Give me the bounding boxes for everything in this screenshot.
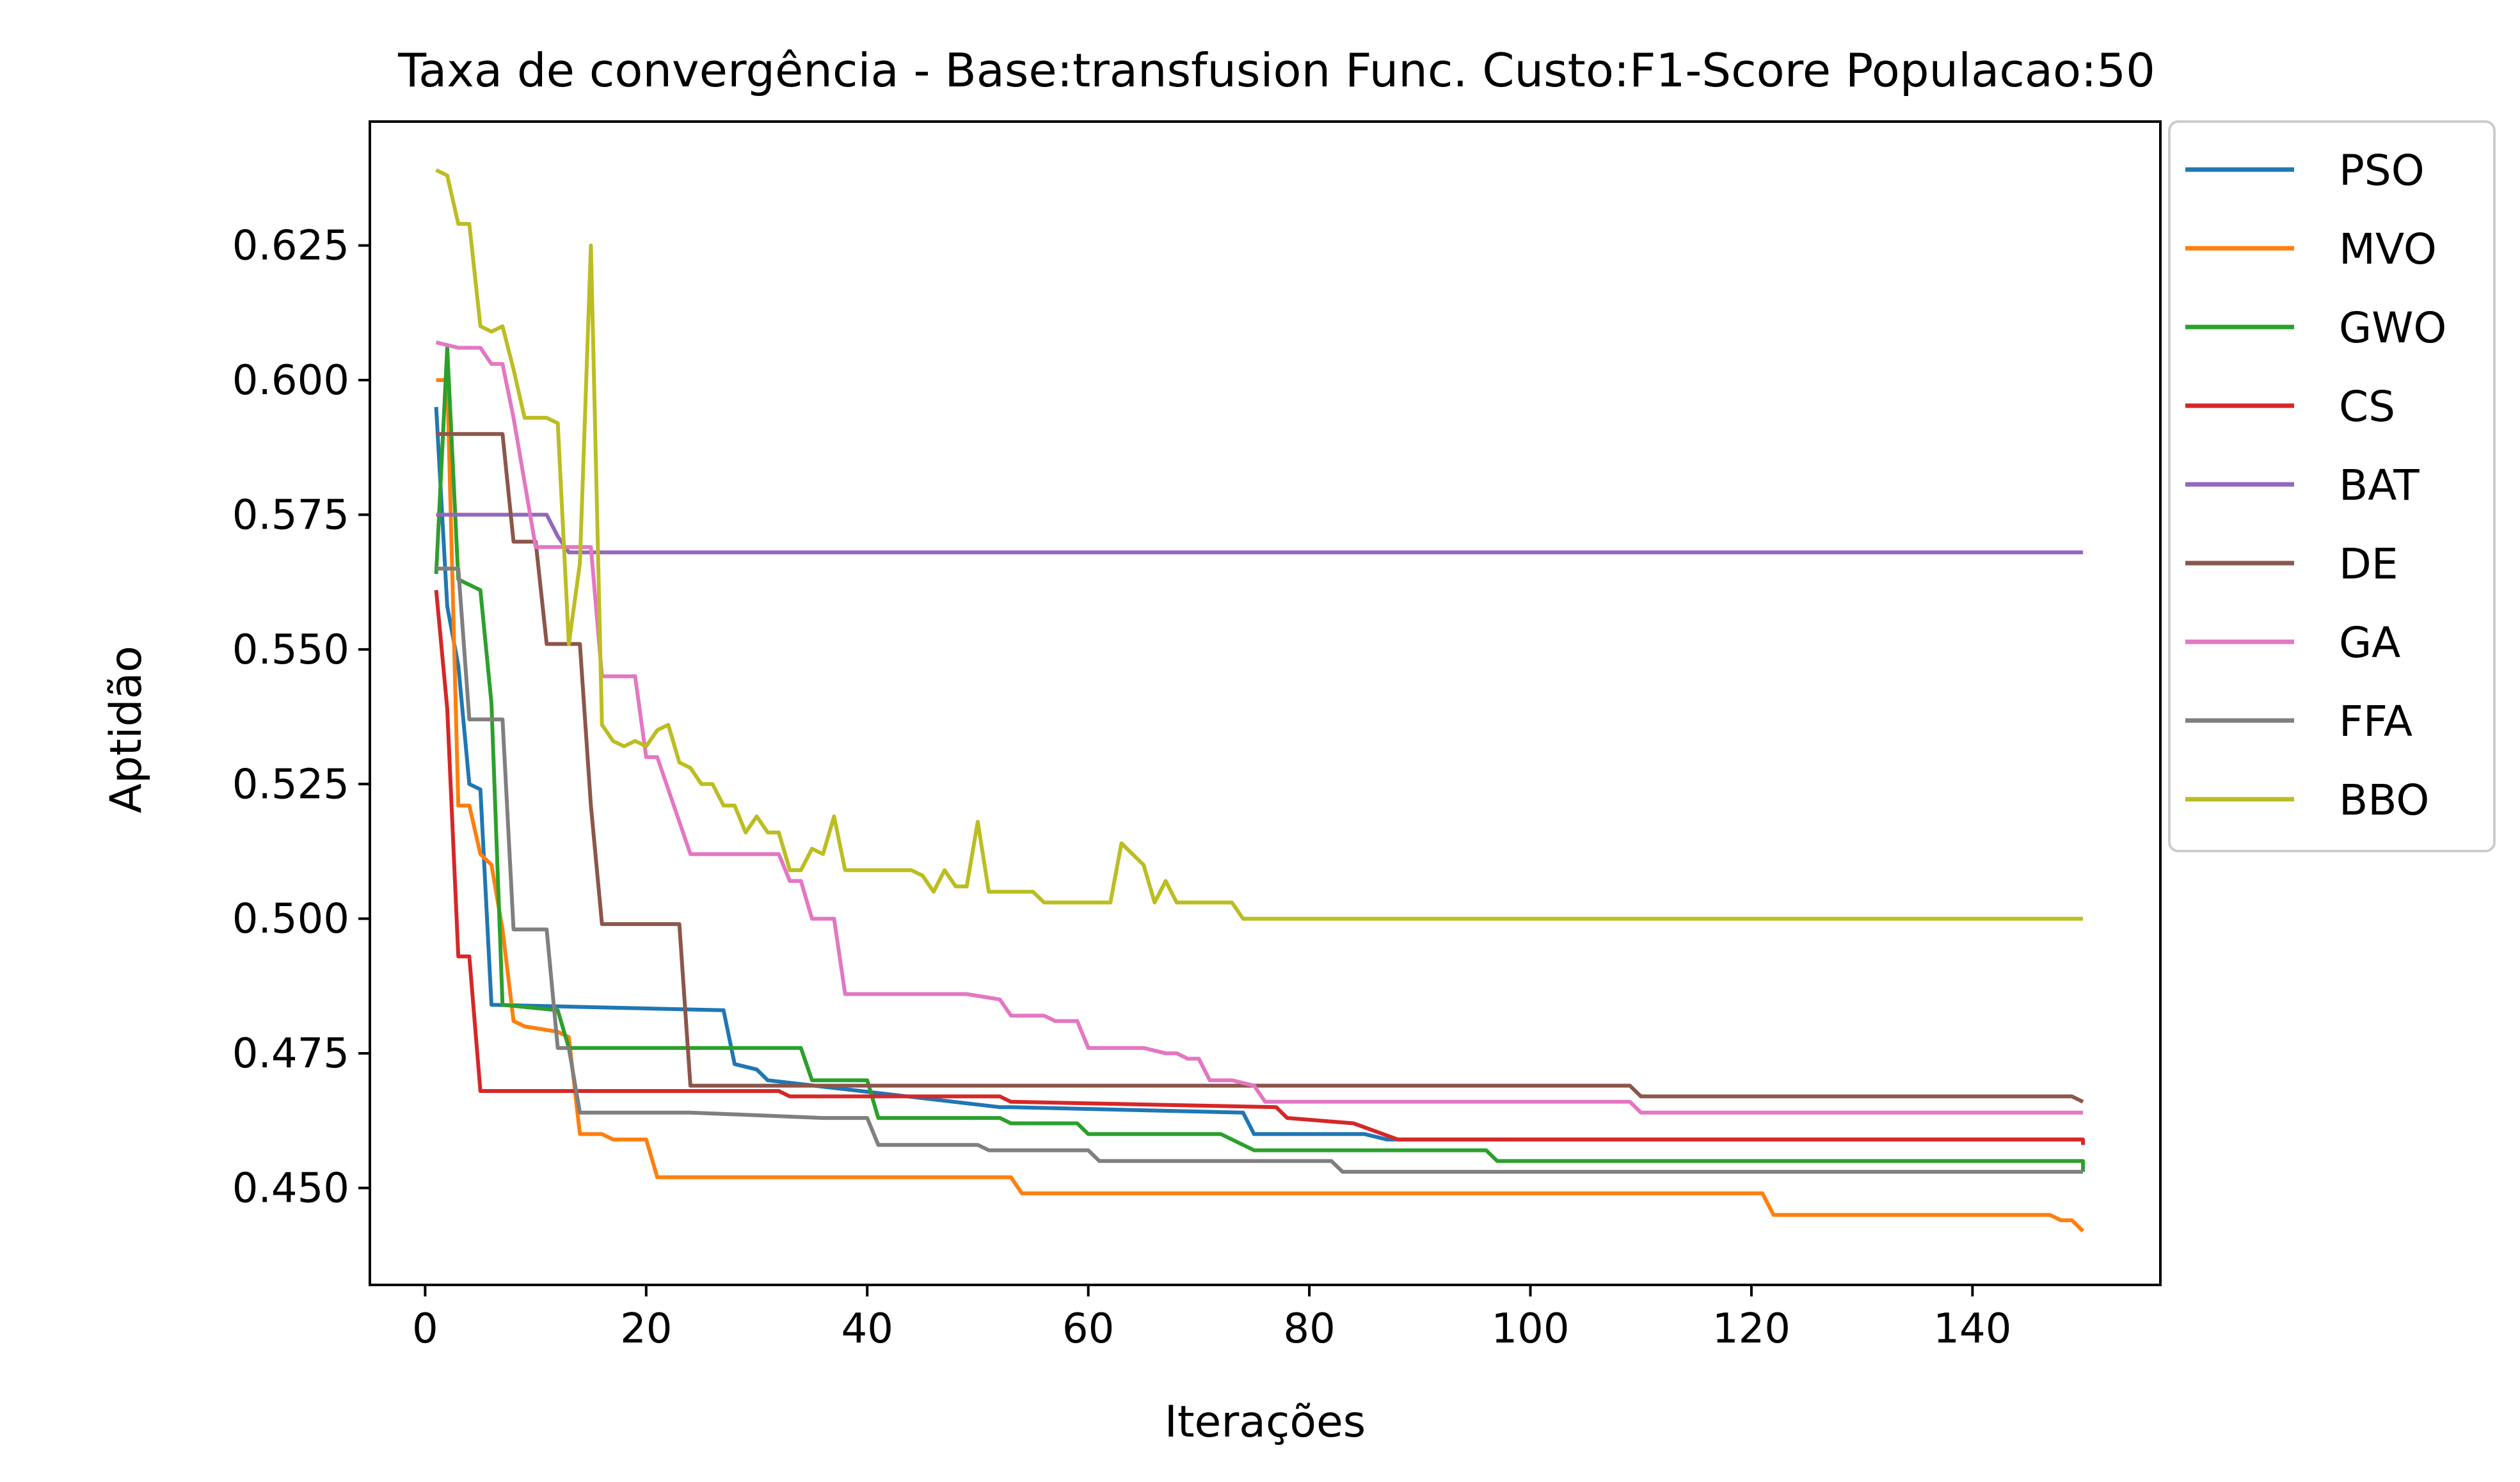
y-axis: 0.450 0.475 0.500 0.525 0.550 0.575 0.600 0.625: [232, 223, 370, 1213]
x-tick-label: 0: [412, 1305, 438, 1353]
y-tick-label: 0.475: [232, 1030, 349, 1078]
series-line-mvo: [436, 378, 2085, 1232]
x-tick-label: 120: [1712, 1305, 1790, 1353]
x-tick-label: 40: [841, 1305, 893, 1353]
series-line-gwo: [434, 346, 2085, 1172]
y-tick-label: 0.600: [232, 357, 349, 404]
legend-label-gwo: GWO: [2339, 303, 2446, 353]
plot-area: [369, 120, 2162, 1286]
x-tick-label: 80: [1283, 1305, 1335, 1353]
x-tick-label: 60: [1062, 1305, 1114, 1353]
x-tick-label: 20: [620, 1305, 672, 1353]
y-tick-label: 0.550: [232, 626, 349, 674]
x-tick-label: 140: [1933, 1305, 2011, 1353]
x-axis: 0 20 40 60 80 100 120 140: [412, 1285, 2011, 1353]
legend-box: [2168, 120, 2496, 852]
legend-label-de: DE: [2339, 539, 2398, 589]
y-tick-label: 0.525: [232, 761, 349, 808]
legend-label-mvo: MVO: [2339, 225, 2437, 274]
y-tick-label: 0.575: [232, 491, 349, 539]
series-line-ffa: [436, 566, 2084, 1174]
x-tick-label: 100: [1491, 1305, 1569, 1353]
y-axis-label: Aptidão: [101, 646, 152, 813]
series-line-ga: [435, 340, 2084, 1115]
y-tick-label: 0.500: [232, 896, 349, 943]
series-line-de: [436, 432, 2084, 1104]
legend-label-ffa: FFA: [2339, 697, 2412, 746]
series-line-bbo: [435, 168, 2084, 921]
y-tick-label: 0.625: [232, 223, 349, 270]
series-line-cs: [434, 589, 2085, 1145]
y-tick-label: 0.450: [232, 1165, 349, 1213]
legend: PSO MVO GWO CS BAT DE GA FFA BBO: [2168, 120, 2496, 852]
legend-label-cs: CS: [2339, 382, 2395, 431]
legend-label-ga: GA: [2339, 618, 2400, 667]
series-layer: [434, 168, 2085, 1232]
x-axis-label: Iterações: [1165, 1397, 1366, 1447]
legend-label-bat: BAT: [2339, 461, 2420, 510]
series-line-pso: [434, 406, 2084, 1142]
legend-items: PSO MVO GWO CS BAT DE GA FFA BBO: [2185, 146, 2446, 825]
legend-label-bbo: BBO: [2339, 776, 2429, 825]
legend-label-pso: PSO: [2339, 146, 2425, 195]
chart-title: Taxa de convergência - Base:transfusion …: [397, 44, 2155, 97]
